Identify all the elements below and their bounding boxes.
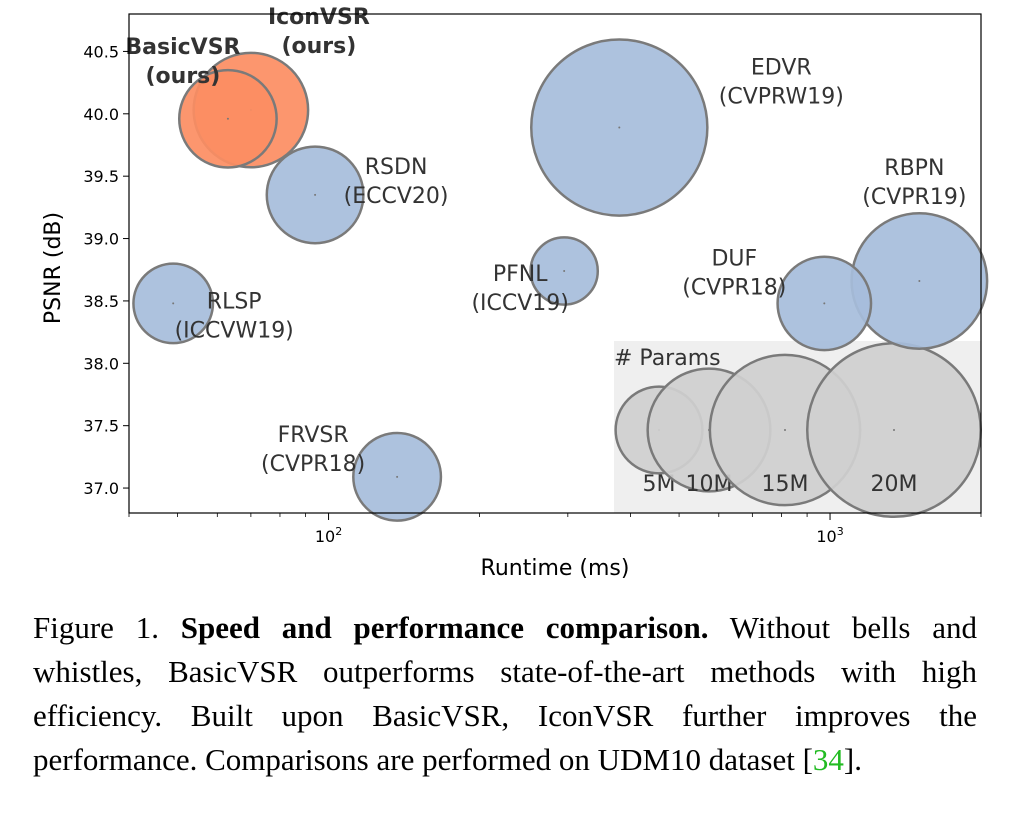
- legend-bubble-center: [893, 429, 895, 431]
- legend-entry-label: 15M: [762, 472, 809, 497]
- y-tick-label: 40.5: [83, 42, 119, 61]
- axes: 37.0 37.5 38.0 38.5 39.0 39.5 40.0 40.5 102 103: [83, 42, 982, 546]
- plot-frame: [128, 13, 982, 514]
- bubble-center-frvsr: [396, 475, 399, 478]
- bubble-center-rlsp: [172, 302, 175, 305]
- x-tick-label: 102: [315, 525, 342, 546]
- y-tick-label: 40.0: [83, 105, 119, 124]
- label-pfnl: PFNL (ICCV19): [471, 262, 568, 316]
- caption-suffix: ].: [843, 742, 862, 777]
- y-tick-label: 38.0: [83, 354, 119, 373]
- bubble-center-rbpn: [918, 279, 921, 282]
- y-tick-label: 37.0: [83, 479, 119, 498]
- label-rsdn: RSDN (ECCV20): [344, 155, 449, 209]
- bubble-layer: [132, 38, 989, 522]
- bubble-center-edvr: [618, 126, 621, 129]
- bubble-center-basicvsr: [226, 117, 229, 120]
- label-layer: BasicVSR (ours) IconVSR (ours) EDVR (CVPRW19)…: [125, 5, 966, 477]
- figure-caption: Figure 1. Speed and performance comparis…: [33, 606, 977, 782]
- caption-prefix: Figure 1.: [33, 610, 181, 645]
- x-tick-label: 103: [816, 525, 843, 546]
- caption-citation: 34: [812, 742, 844, 777]
- caption-bold-title: Speed and performance comparison.: [180, 610, 709, 645]
- legend-entry-label: 20M: [871, 472, 918, 497]
- label-iconvsr: IconVSR (ours): [268, 5, 370, 59]
- legend-title: # Params: [614, 346, 721, 371]
- y-tick-label: 38.5: [83, 292, 119, 311]
- label-rbpn: RBPN (CVPR19): [862, 156, 966, 210]
- bubble-center-pfnl: [563, 269, 566, 272]
- label-basicvsr: BasicVSR (ours): [125, 35, 240, 89]
- legend-bubble-center: [784, 429, 786, 431]
- x-axis-title: Runtime (ms): [481, 556, 630, 581]
- label-edvr: EDVR (CVPRW19): [719, 56, 844, 110]
- label-rlsp: RLSP (ICCVW19): [175, 289, 294, 343]
- y-tick-label: 39.5: [83, 167, 119, 186]
- label-frvsr: FRVSR (CVPR18): [261, 423, 365, 477]
- y-axis-title: PSNR (dB): [41, 212, 66, 324]
- bubble-center-duf: [823, 302, 826, 305]
- caption-body: Without bells and whistles, BasicVSR out…: [33, 610, 977, 777]
- y-tick-label: 39.0: [83, 230, 119, 249]
- y-tick-label: 37.5: [83, 417, 119, 436]
- label-duf: DUF (CVPR18): [682, 246, 786, 300]
- bubble-center-rsdn: [314, 193, 317, 196]
